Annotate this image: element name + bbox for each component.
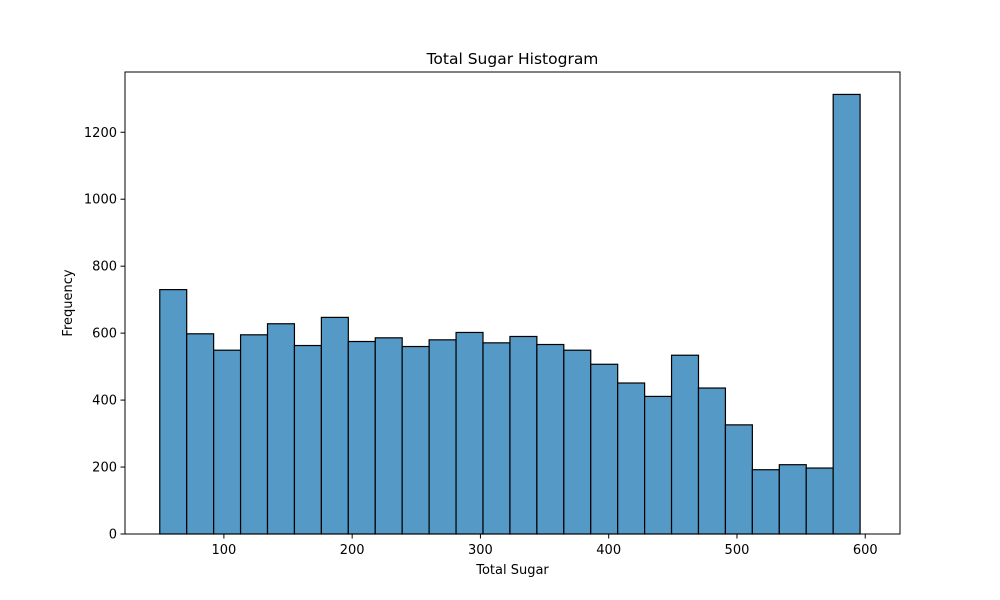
chart-title: Total Sugar Histogram [426, 50, 599, 68]
histogram-bar [778, 464, 807, 535]
histogram-bar [670, 354, 700, 535]
bars-group [159, 93, 861, 535]
histogram-bar [455, 331, 484, 535]
histogram-bar [159, 289, 188, 535]
histogram-bar [590, 363, 619, 535]
y-axis-label: Frequency [61, 269, 76, 336]
y-tick-label: 800 [92, 260, 117, 275]
plot-frame [124, 71, 901, 535]
histogram-bar [266, 323, 296, 535]
histogram-bar [428, 339, 457, 535]
histogram-bar [832, 93, 861, 535]
histogram-bar [617, 382, 646, 535]
x-tick-label: 500 [725, 543, 750, 558]
histogram-bar [239, 334, 269, 535]
x-tick-label: 300 [468, 543, 493, 558]
histogram-bar [213, 349, 242, 535]
x-tick-label: 600 [853, 543, 878, 558]
histogram-bar [563, 349, 592, 535]
x-tick-label: 400 [596, 543, 621, 558]
y-tick-label: 1000 [84, 193, 117, 208]
histogram-bar [482, 342, 511, 535]
x-tick-label: 100 [211, 543, 236, 558]
x-axis-label: Total Sugar [475, 563, 549, 578]
histogram-bar [724, 424, 753, 535]
y-tick-label: 0 [109, 528, 117, 543]
x-tick-label: 200 [340, 543, 365, 558]
histogram-bar [805, 467, 834, 535]
histogram-bar [320, 316, 349, 535]
histogram-bar [374, 337, 403, 535]
histogram-bar [644, 395, 673, 535]
y-tick-label: 400 [92, 394, 117, 409]
histogram-bar [347, 340, 376, 535]
histogram-bar [536, 343, 565, 535]
y-tick-label: 1200 [84, 126, 117, 141]
y-tick-label: 600 [92, 327, 117, 342]
histogram-bar [751, 469, 780, 535]
histogram-bar [186, 333, 215, 535]
histogram-bar [697, 387, 727, 535]
y-tick-label: 200 [92, 461, 117, 476]
x-axis-ticks: 100 200 300 400 500 600 [211, 534, 878, 558]
histogram-bar [293, 344, 322, 535]
histogram-bar [509, 335, 538, 535]
histogram-bar [401, 345, 430, 535]
y-axis-ticks: 0 200 400 600 800 1000 1200 [84, 126, 125, 543]
